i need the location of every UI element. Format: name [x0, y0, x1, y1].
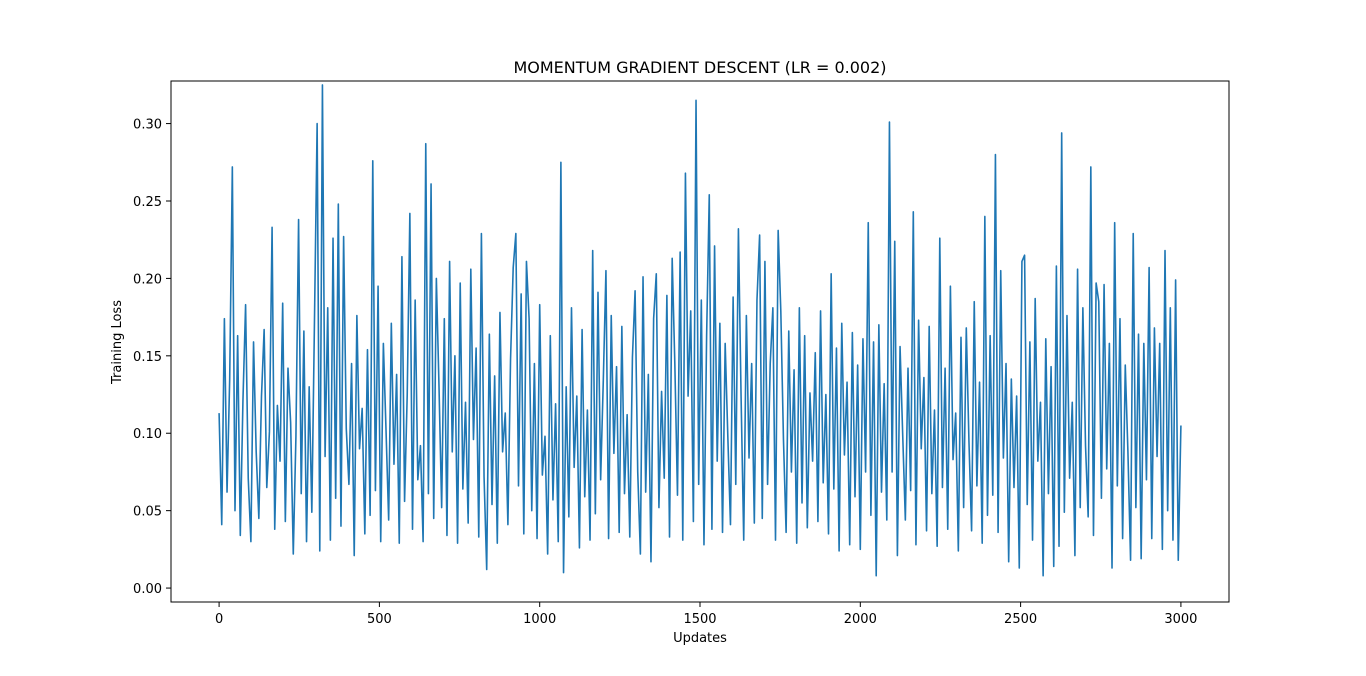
series-line-0 — [218, 84, 1182, 577]
chart-title: MOMENTUM GRADIENT DESCENT (LR = 0.002) — [513, 58, 886, 77]
y-tick-label: 0.10 — [133, 427, 162, 442]
x-tick-label: 2000 — [844, 612, 877, 627]
y-tick-label: 0.20 — [133, 272, 162, 287]
y-axis-label: Training Loss — [110, 300, 125, 385]
x-tick-label: 2500 — [1004, 612, 1037, 627]
x-tick-label: 1000 — [523, 612, 556, 627]
y-axis: 0.00 0.05 0.10 0.15 0.20 0.25 0.30 — [133, 118, 171, 597]
series-layer — [218, 84, 1182, 577]
x-tick-label: 500 — [367, 612, 392, 627]
x-tick-label: 1500 — [683, 612, 716, 627]
x-tick-label: 3000 — [1164, 612, 1197, 627]
y-tick-label: 0.00 — [133, 582, 162, 597]
y-tick-label: 0.15 — [133, 350, 162, 365]
x-axis-label: Updates — [673, 631, 727, 646]
x-axis: 0 500 1000 1500 2000 2500 3000 — [215, 602, 1197, 627]
y-tick-label: 0.05 — [133, 505, 162, 520]
y-tick-label: 0.25 — [133, 195, 162, 210]
y-tick-label: 0.30 — [133, 118, 162, 133]
x-tick-label: 0 — [215, 612, 223, 627]
